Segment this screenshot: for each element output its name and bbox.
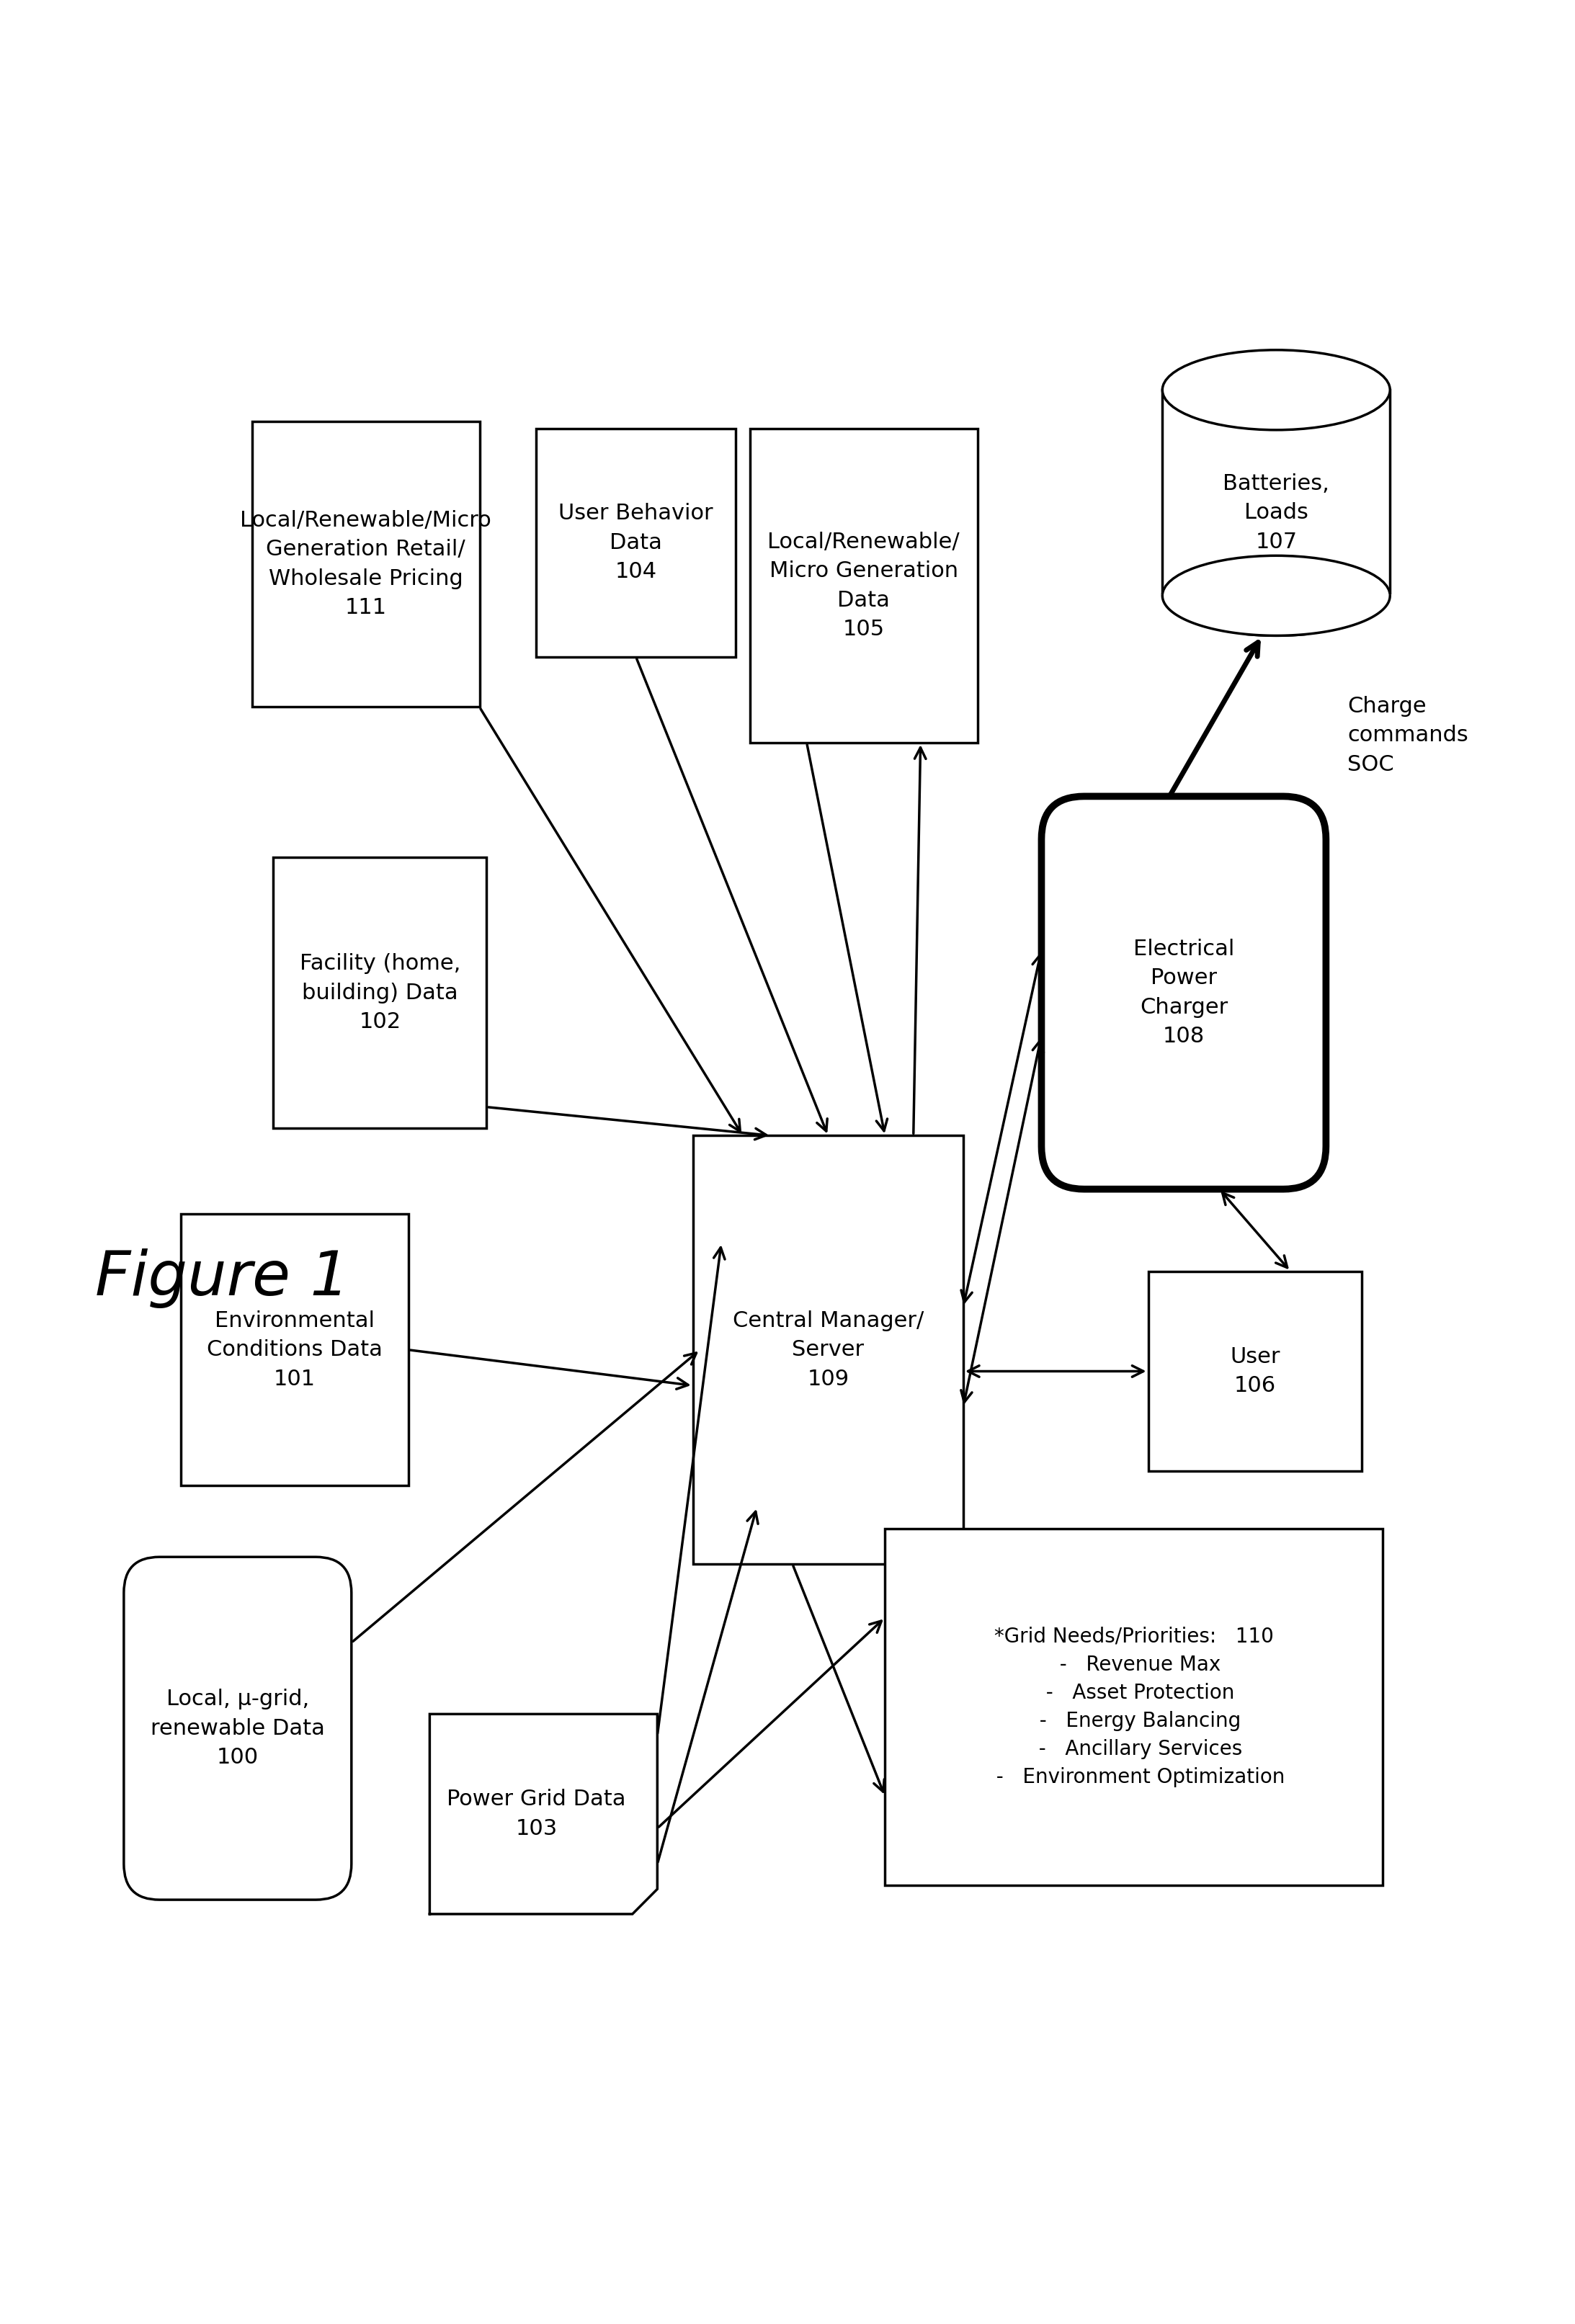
Bar <box>1159 595 1394 637</box>
Text: Electrical
Power
Charger
108: Electrical Power Charger 108 <box>1132 939 1235 1046</box>
Bar <box>693 1136 964 1564</box>
Text: Environmental
Conditions Data
101: Environmental Conditions Data 101 <box>206 1311 383 1390</box>
Text: Figure 1: Figure 1 <box>96 1248 350 1308</box>
Text: Power Grid Data
103: Power Grid Data 103 <box>447 1789 625 1838</box>
Text: Local, μ-grid,
renewable Data
100: Local, μ-grid, renewable Data 100 <box>151 1690 324 1769</box>
Text: *Grid Needs/Priorities:   110
  -   Revenue Max
  -   Asset Protection
  -   Ene: *Grid Needs/Priorities: 110 - Revenue Ma… <box>983 1627 1285 1787</box>
Bar <box>252 421 479 706</box>
Bar <box>537 428 736 658</box>
Text: Local/Renewable/
Micro Generation
Data
105: Local/Renewable/ Micro Generation Data 1… <box>767 532 959 639</box>
Text: Central Manager/
Server
109: Central Manager/ Server 109 <box>732 1311 923 1390</box>
Text: Batteries,
Loads
107: Batteries, Loads 107 <box>1222 474 1329 553</box>
Text: User
106: User 106 <box>1230 1346 1280 1397</box>
Polygon shape <box>430 1715 657 1915</box>
Text: User Behavior
Data
104: User Behavior Data 104 <box>559 504 713 583</box>
Text: Facility (home,
building) Data
102: Facility (home, building) Data 102 <box>299 953 460 1032</box>
FancyBboxPatch shape <box>124 1557 351 1899</box>
Bar <box>1148 1271 1361 1471</box>
Ellipse shape <box>1162 351 1391 430</box>
Bar <box>272 858 487 1129</box>
Bar <box>885 1529 1383 1885</box>
Bar <box>750 428 978 744</box>
FancyBboxPatch shape <box>1041 797 1326 1190</box>
Text: Local/Renewable/Micro
Generation Retail/
Wholesale Pricing
111: Local/Renewable/Micro Generation Retail/… <box>239 509 491 618</box>
Text: Charge
commands
SOC: Charge commands SOC <box>1347 695 1468 774</box>
Ellipse shape <box>1162 555 1391 637</box>
Bar <box>1162 390 1391 595</box>
Bar <box>181 1213 408 1485</box>
